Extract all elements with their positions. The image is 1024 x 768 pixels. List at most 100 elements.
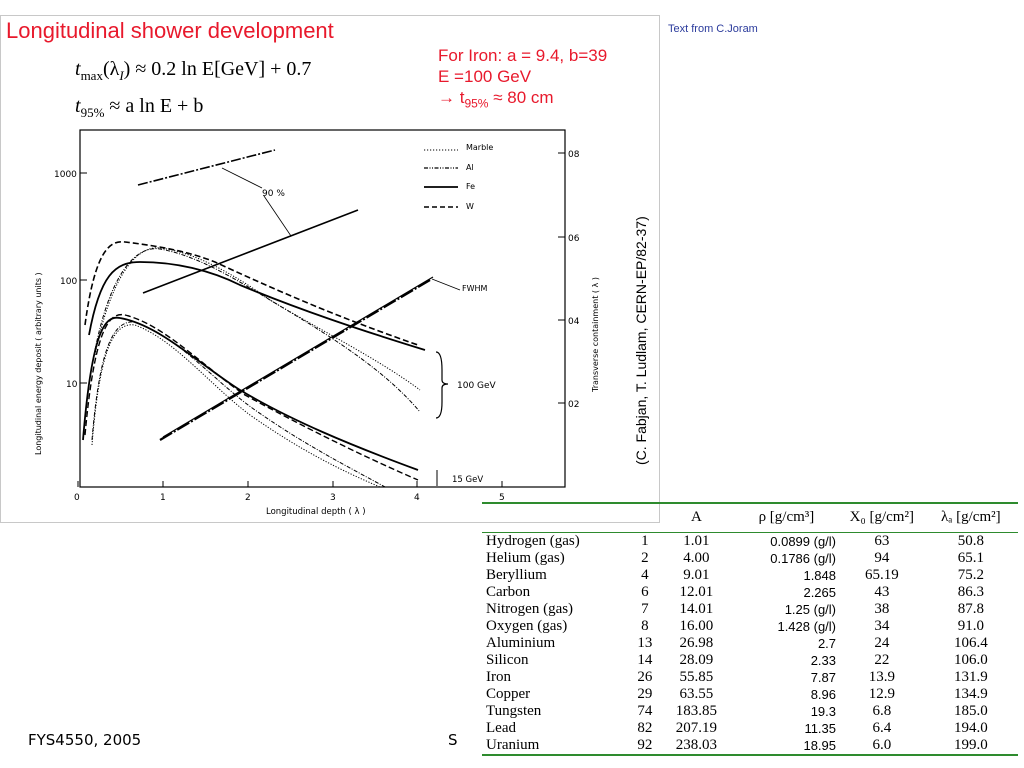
cell-z: 82	[637, 720, 653, 736]
cell-material: Carbon	[486, 584, 531, 600]
cell-a: 55.85	[679, 669, 714, 685]
cell-material: Nitrogen (gas)	[486, 601, 574, 617]
cell-x0: 63	[874, 533, 890, 549]
curve-fwhm-fe	[162, 276, 434, 438]
curve-100gev-fe	[88, 261, 426, 351]
table-row: Copper 29 63.55 8.96 12.9 134.9	[482, 686, 1018, 703]
cell-x0: 6.0	[840, 737, 924, 756]
figure-panel	[0, 15, 660, 523]
plot-frame	[79, 129, 566, 488]
pointer-90pct-b	[263, 195, 292, 237]
cell-lambda: 194.0	[953, 720, 988, 736]
cell-lambda: 199.0	[923, 737, 1018, 756]
cell-lambda: 185.0	[953, 703, 988, 719]
cell-z: 7	[641, 601, 649, 617]
table-row: Lead 82 207.19 11.35 6.4 194.0	[482, 720, 1018, 737]
cell-z: 14	[637, 652, 653, 668]
cell-lambda: 50.8	[957, 533, 984, 549]
label-100gev: 100 GeV	[457, 381, 497, 391]
t95-rhs: ≈ a ln E + b	[104, 95, 204, 117]
cell-a: 28.09	[679, 652, 714, 668]
iron-note-sub: 95%	[464, 96, 489, 111]
cell-x0: 94	[874, 550, 890, 566]
shower-plot: 1000 100 10 08 06 04 02 0 1 2 3 4 5 Long…	[34, 129, 600, 517]
cell-z: 4	[641, 567, 649, 583]
legend-al: Al	[466, 163, 474, 172]
col-header-z	[629, 502, 660, 533]
cell-a: 1.01	[683, 533, 710, 549]
legend-fe: Fe	[466, 182, 475, 191]
table-row: Aluminium 13 26.98 2.7 24 106.4	[482, 635, 1018, 652]
label-90pct: 90 %	[262, 189, 285, 199]
iron-note-line1: For Iron: a = 9.4, b=39	[438, 46, 608, 65]
cell-lambda: 131.9	[953, 669, 988, 685]
cell-material: Tungsten	[486, 703, 542, 719]
materials-table: A ρ [g/cm³] X₀ [g/cm²] λₐ [g/cm²] Hydrog…	[482, 502, 1018, 756]
curve-15gev-al	[91, 321, 386, 488]
cell-density: 2.33	[810, 653, 837, 668]
curve-100gev-w	[84, 240, 419, 346]
cell-lambda: 86.3	[957, 584, 984, 600]
xtick-label-2: 2	[245, 493, 251, 503]
table-row: Beryllium 4 9.01 1.848 65.19 75.2	[482, 567, 1018, 584]
footer-course: FYS4550, 2005	[28, 731, 142, 749]
label-fwhm: FWHM	[462, 284, 488, 293]
cell-density: 1.428 (g/l)	[777, 619, 837, 634]
cell-x0: 6.4	[872, 720, 892, 736]
cell-material: Oxygen (gas)	[486, 618, 568, 634]
ytick-label-10: 10	[66, 380, 78, 390]
cell-x0: 22	[874, 652, 890, 668]
y-axis-left-label: Longitudinal energy deposit ( arbitrary …	[34, 272, 43, 455]
cell-z: 6	[641, 584, 649, 600]
cell-material: Uranium	[482, 737, 630, 756]
cell-x0: 12.9	[868, 686, 895, 702]
cell-a: 183.85	[675, 703, 717, 719]
col-header-density: ρ [g/cm³]	[732, 502, 841, 533]
table-header-row: A ρ [g/cm³] X₀ [g/cm²] λₐ [g/cm²]	[482, 502, 1018, 533]
t95-formula: t95% ≈ a ln E + b	[75, 95, 203, 121]
table-row: Helium (gas) 2 4.00 0.1786 (g/l) 94 65.1	[482, 550, 1018, 567]
cell-x0: 43	[874, 584, 890, 600]
curve-90pct-al	[137, 149, 276, 186]
cell-a: 238.03	[659, 737, 733, 756]
cell-lambda: 91.0	[957, 618, 984, 634]
tmax-lambda-subscript: I	[119, 68, 124, 83]
cell-material: Silicon	[486, 652, 529, 668]
tmax-subscript: max	[80, 68, 103, 83]
label-15gev: 15 GeV	[452, 475, 483, 485]
credit-text: Text from C.Joram	[668, 23, 758, 35]
table-row: Silicon 14 28.09 2.33 22 106.0	[482, 652, 1018, 669]
rtick-label-06: 06	[568, 234, 580, 244]
cell-a: 26.98	[679, 635, 714, 651]
curve-100gev-al	[94, 248, 421, 413]
iron-note-value: ≈ 80 cm	[488, 88, 554, 107]
cell-density: 11.35	[804, 721, 837, 736]
tmax-rhs: ) ≈ 0.2 ln E[GeV] + 0.7	[123, 58, 312, 80]
table-row: Hydrogen (gas) 1 1.01 0.0899 (g/l) 63 50.8	[482, 533, 1018, 551]
cell-density: 19.3	[810, 704, 837, 719]
footer-slide-marker: S	[448, 731, 458, 749]
xtick-label-3: 3	[330, 493, 336, 503]
cell-density: 0.0899 (g/l)	[770, 534, 837, 549]
xtick-label-0: 0	[74, 493, 80, 503]
cell-a: 63.55	[679, 686, 714, 702]
cell-lambda: 87.8	[957, 601, 984, 617]
curve-15gev-fe	[82, 316, 419, 471]
cell-z: 8	[641, 618, 649, 634]
cell-a: 9.01	[683, 567, 710, 583]
cell-density: 1.25 (g/l)	[784, 602, 837, 617]
cell-material: Copper	[486, 686, 531, 702]
cell-density: 8.96	[810, 687, 837, 702]
tmax-symbol: t	[75, 58, 81, 80]
rtick-label-08: 08	[568, 150, 580, 160]
table-row: Tungsten 74 183.85 19.3 6.8 185.0	[482, 703, 1018, 720]
xtick-label-5: 5	[499, 493, 505, 503]
pointer-fwhm	[431, 278, 461, 291]
table-row: Uranium 92 238.03 18.95 6.0 199.0	[482, 737, 1018, 756]
cell-x0: 34	[874, 618, 890, 634]
ytick-label-100: 100	[60, 277, 77, 287]
cell-a: 4.00	[683, 550, 710, 566]
cell-a: 207.19	[675, 720, 717, 736]
iron-note-arrow: → t	[438, 88, 465, 107]
tmax-formula: tmax(λI) ≈ 0.2 ln E[GeV] + 0.7	[75, 58, 311, 84]
